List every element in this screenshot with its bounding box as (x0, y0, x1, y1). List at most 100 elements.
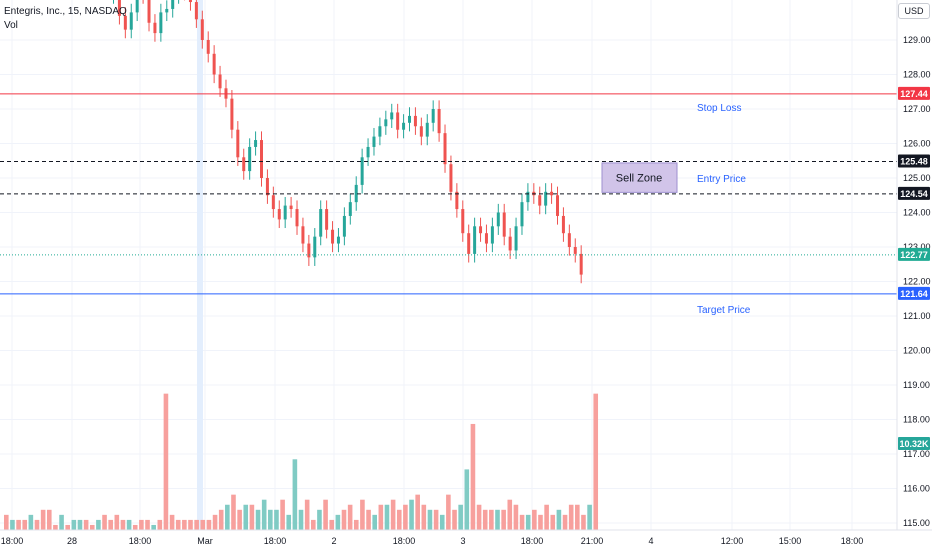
currency-label: USD (904, 6, 924, 16)
candle-body (396, 112, 400, 130)
volume-badge-text: 10.32K (899, 439, 929, 449)
candle-body (567, 233, 571, 247)
price-tick-label: 123.00 (903, 242, 931, 252)
candle (579, 245, 583, 284)
volume-bar (311, 519, 316, 530)
candle-body (443, 133, 447, 165)
candle-body (556, 195, 559, 216)
volume-bar (261, 499, 267, 530)
price-badge: 125.48 (898, 154, 930, 168)
candle-body (289, 205, 293, 210)
volume-bars (4, 393, 599, 530)
candle (153, 14, 157, 42)
candle (378, 117, 382, 146)
sell-zone-label: Sell Zone (616, 173, 662, 185)
volume-bar (4, 514, 9, 530)
volume-bar (249, 504, 255, 530)
candle (307, 234, 311, 266)
price-badge-bg (898, 186, 930, 200)
candle (147, 0, 151, 32)
annotation-label: Stop Loss (697, 103, 741, 114)
time-tick-label: 2 (331, 536, 336, 546)
sell-zone[interactable]: Sell Zone (601, 162, 678, 193)
volume-bar (409, 499, 414, 530)
volume-bar (157, 519, 163, 530)
volume-bar (421, 504, 427, 530)
volume-bar (433, 509, 439, 530)
candle (354, 176, 358, 211)
grid (0, 0, 897, 530)
candle-body (319, 209, 323, 237)
candle-body (419, 126, 423, 137)
volume-bar (458, 504, 463, 530)
candle-body (431, 109, 435, 123)
volume-bar (175, 519, 181, 530)
volume-bar (329, 519, 335, 530)
volume-bar (163, 393, 169, 530)
candle-body (573, 247, 577, 254)
candle-body (402, 122, 406, 130)
candle (283, 196, 287, 229)
volume-bar (378, 504, 384, 530)
volume-bar (304, 499, 310, 530)
candle (544, 183, 548, 215)
candle-body (354, 184, 358, 203)
candle-body (479, 226, 483, 234)
candle (419, 117, 423, 146)
candle-body (366, 146, 370, 158)
volume-bar (194, 519, 199, 530)
candle (194, 0, 198, 28)
volume-bar (286, 514, 292, 530)
candle (331, 221, 335, 253)
price-tick-label: 127.00 (903, 104, 931, 114)
candle (437, 100, 441, 142)
candle (313, 228, 317, 266)
time-tick-label: Mar (197, 536, 213, 546)
price-badge-text: 125.48 (900, 156, 928, 166)
candle-body (425, 122, 429, 137)
session-highlight (197, 0, 203, 530)
candle (200, 10, 204, 49)
volume-bar (28, 514, 34, 530)
candle (508, 228, 512, 260)
sell-zone-box[interactable] (601, 162, 678, 193)
candle-body (372, 136, 376, 147)
price-tick-label: 119.00 (903, 380, 930, 390)
candle (171, 0, 175, 18)
price-tick-label: 126.00 (903, 139, 931, 149)
time-tick-label: 18:00 (393, 536, 416, 546)
candle (142, 0, 144, 4)
candle (325, 200, 329, 239)
time-scale[interactable]: 18:00 28 18:00 Mar 18:00 2 18:00 3 18:00 21:00 4 12… (0, 529, 932, 546)
candle-body (218, 74, 222, 89)
candle (461, 200, 465, 242)
price-tick-label: 125.00 (903, 173, 931, 183)
price-badge: 127.44 (898, 86, 930, 100)
volume-bar (317, 509, 322, 530)
price-badge-text: 127.44 (900, 89, 928, 99)
candle-body (123, 15, 127, 30)
candle (390, 103, 394, 128)
volume-bar (96, 519, 101, 530)
candle (289, 196, 293, 218)
volume-bar (274, 509, 279, 530)
candle (342, 207, 346, 246)
price-tick-label: 124.00 (903, 208, 931, 218)
price-scale[interactable]: 115.00 116.00 117.00 118.00 119.00 120.00 121.… (896, 0, 931, 530)
currency-button[interactable]: USD (898, 3, 930, 19)
volume-bar (89, 524, 95, 530)
candle-body (260, 140, 263, 178)
candle (573, 238, 577, 263)
volume-bar (372, 514, 377, 530)
time-tick-label: 3 (460, 536, 465, 546)
candle-body (520, 202, 524, 227)
candle-body (159, 12, 163, 34)
volume-bar (126, 519, 132, 530)
time-tick-label: 15:00 (779, 536, 802, 546)
volume-bar (513, 504, 519, 530)
time-tick-label: 18:00 (841, 536, 864, 546)
candle (260, 131, 263, 187)
volume-bar (22, 519, 28, 530)
candle (360, 148, 364, 194)
